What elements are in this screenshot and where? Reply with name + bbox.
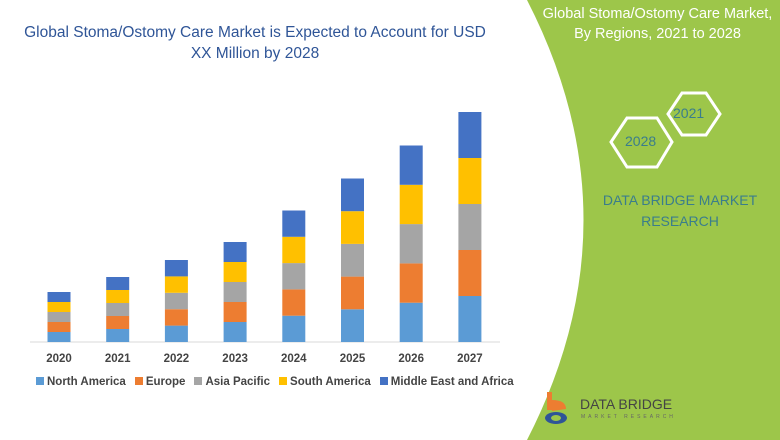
bar-2026-south-america xyxy=(399,184,423,225)
bar-2027-north-america xyxy=(458,296,482,342)
bar-2022-europe xyxy=(164,309,188,326)
bar-2022-middle-east-and-africa xyxy=(164,260,188,277)
logo-icon xyxy=(545,392,567,424)
legend-label: South America xyxy=(290,376,371,388)
legend-swatch xyxy=(134,377,143,385)
bar-2022-north-america xyxy=(164,325,188,342)
bar-2024-middle-east-and-africa xyxy=(282,210,306,237)
bar-2023-europe xyxy=(223,302,247,322)
bar-2022-south-america xyxy=(164,276,188,293)
bar-2021-asia-pacific xyxy=(106,303,130,316)
bar-2021-south-america xyxy=(106,290,130,303)
legend: North America Europe Asia Pacific South Ame… xyxy=(36,376,514,388)
bar-2027-europe xyxy=(458,250,482,296)
bar-2026-asia-pacific xyxy=(399,224,423,264)
legend-label: North America xyxy=(47,376,126,388)
legend-item: North America xyxy=(36,376,126,388)
bar-2024-asia-pacific xyxy=(282,263,306,290)
x-tick-label: 2024 xyxy=(281,353,307,365)
bar-2023-middle-east-and-africa xyxy=(223,242,247,262)
bar-2020-south-america xyxy=(47,302,71,312)
bar-2024-north-america xyxy=(282,315,306,342)
bar-2023-asia-pacific xyxy=(223,282,247,302)
bar-2023-north-america xyxy=(223,322,247,342)
legend-swatch xyxy=(279,377,288,385)
bar-2026-north-america xyxy=(399,302,423,342)
legend-label: Asia Pacific xyxy=(205,376,271,388)
legend-swatch xyxy=(36,377,44,385)
bar-2023-south-america xyxy=(223,262,247,282)
bar-2026-europe xyxy=(399,263,423,303)
x-tick-label: 2023 xyxy=(222,353,248,365)
x-tick-label: 2025 xyxy=(340,353,366,365)
bar-2026-middle-east-and-africa xyxy=(399,145,423,185)
legend-item: Middle East and Africa xyxy=(379,376,514,388)
logo-subtext: MARKET RESEARCH xyxy=(581,414,676,420)
x-tick-label: 2021 xyxy=(105,353,131,365)
x-tick-label: 2022 xyxy=(164,353,190,365)
legend-item: Asia Pacific xyxy=(194,376,270,388)
hex-label-2028: 2028 xyxy=(625,133,657,149)
panel-title: Global Stoma/Ostomy Care Market, By Regi… xyxy=(542,6,773,42)
bar-2020-middle-east-and-africa xyxy=(47,292,71,302)
bar-2025-north-america xyxy=(341,309,364,342)
bar-2020-north-america xyxy=(47,332,71,342)
legend-label: Europe xyxy=(145,376,186,388)
bar-2024-europe xyxy=(282,289,306,316)
bar-2020-europe xyxy=(47,322,71,332)
hex-2021 xyxy=(666,91,722,137)
bar-2027-south-america xyxy=(458,158,482,204)
bar-2022-asia-pacific xyxy=(164,292,188,310)
legend-label: Middle East and Africa xyxy=(390,376,514,388)
hex-2028 xyxy=(609,116,674,169)
bar-2027-middle-east-and-africa xyxy=(458,112,482,158)
legend-swatch xyxy=(194,377,203,385)
legend-item: South America xyxy=(279,376,371,388)
bar-2021-north-america xyxy=(106,329,130,342)
x-tick-label: 2020 xyxy=(46,353,72,365)
brand-text: DATA BRIDGE MARKET RESEARCH xyxy=(602,192,758,229)
bar-2025-middle-east-and-africa xyxy=(341,178,364,212)
hex-label-2021: 2021 xyxy=(673,105,705,121)
logo-text: DATA BRIDGE xyxy=(580,396,673,412)
bar-2024-south-america xyxy=(282,236,306,264)
legend-swatch xyxy=(379,377,388,385)
x-tick-label: 2026 xyxy=(398,353,424,365)
x-tick-label: 2027 xyxy=(457,353,483,365)
bar-2020-asia-pacific xyxy=(47,312,71,322)
bar-2025-europe xyxy=(341,276,364,310)
bar-2021-europe xyxy=(106,316,130,329)
bar-2021-middle-east-and-africa xyxy=(106,277,130,290)
chart-title: Global Stoma/Ostomy Care Market is Expec… xyxy=(24,24,486,62)
bar-2025-south-america xyxy=(341,211,364,244)
legend-item: Europe xyxy=(134,376,186,388)
bar-2027-asia-pacific xyxy=(458,204,482,250)
bar-2025-asia-pacific xyxy=(341,243,364,277)
